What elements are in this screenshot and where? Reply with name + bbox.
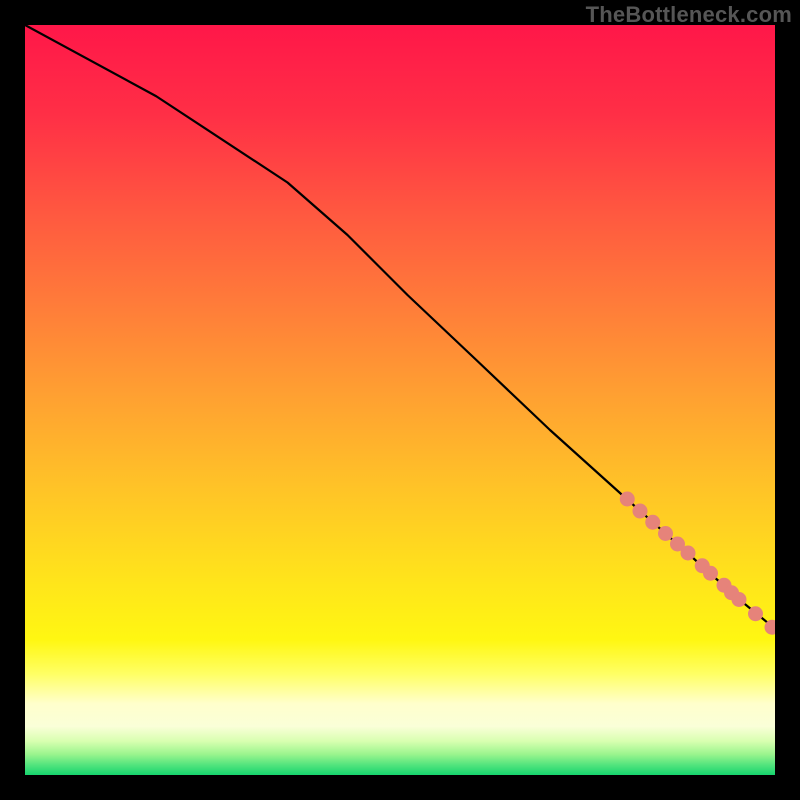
data-marker — [703, 566, 718, 581]
bottleneck-chart — [0, 0, 800, 800]
chart-frame: TheBottleneck.com — [0, 0, 800, 800]
data-marker — [633, 504, 648, 519]
watermark-text: TheBottleneck.com — [586, 2, 792, 28]
data-marker — [620, 492, 635, 507]
data-marker — [645, 515, 660, 530]
data-marker — [658, 526, 673, 541]
data-marker — [748, 606, 763, 621]
data-marker — [681, 546, 696, 561]
plot-background — [25, 25, 775, 775]
data-marker — [765, 620, 780, 635]
data-marker — [732, 592, 747, 607]
